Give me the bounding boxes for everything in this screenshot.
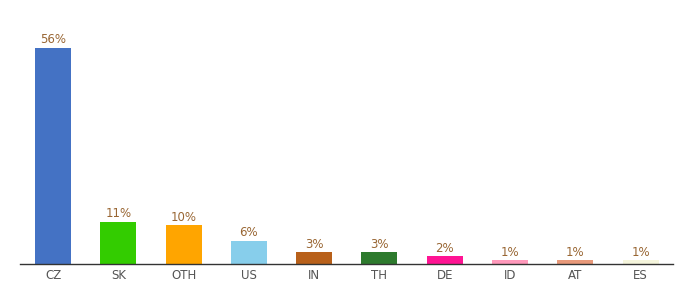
Text: 1%: 1%	[566, 246, 585, 259]
Text: 56%: 56%	[40, 34, 66, 46]
Text: 3%: 3%	[370, 238, 389, 251]
Text: 10%: 10%	[171, 211, 197, 224]
Text: 3%: 3%	[305, 238, 324, 251]
Bar	[362, 252, 397, 264]
Text: 1%: 1%	[500, 246, 520, 259]
Bar	[623, 260, 658, 264]
Text: 11%: 11%	[105, 207, 131, 220]
Text: 2%: 2%	[435, 242, 454, 255]
Bar	[231, 241, 267, 264]
Text: 6%: 6%	[239, 226, 258, 239]
Bar	[427, 256, 462, 264]
Bar	[101, 222, 136, 264]
Bar	[35, 48, 71, 264]
Bar	[296, 252, 332, 264]
Bar	[558, 260, 593, 264]
Bar	[166, 225, 201, 264]
Bar	[492, 260, 528, 264]
Text: 1%: 1%	[631, 246, 650, 259]
